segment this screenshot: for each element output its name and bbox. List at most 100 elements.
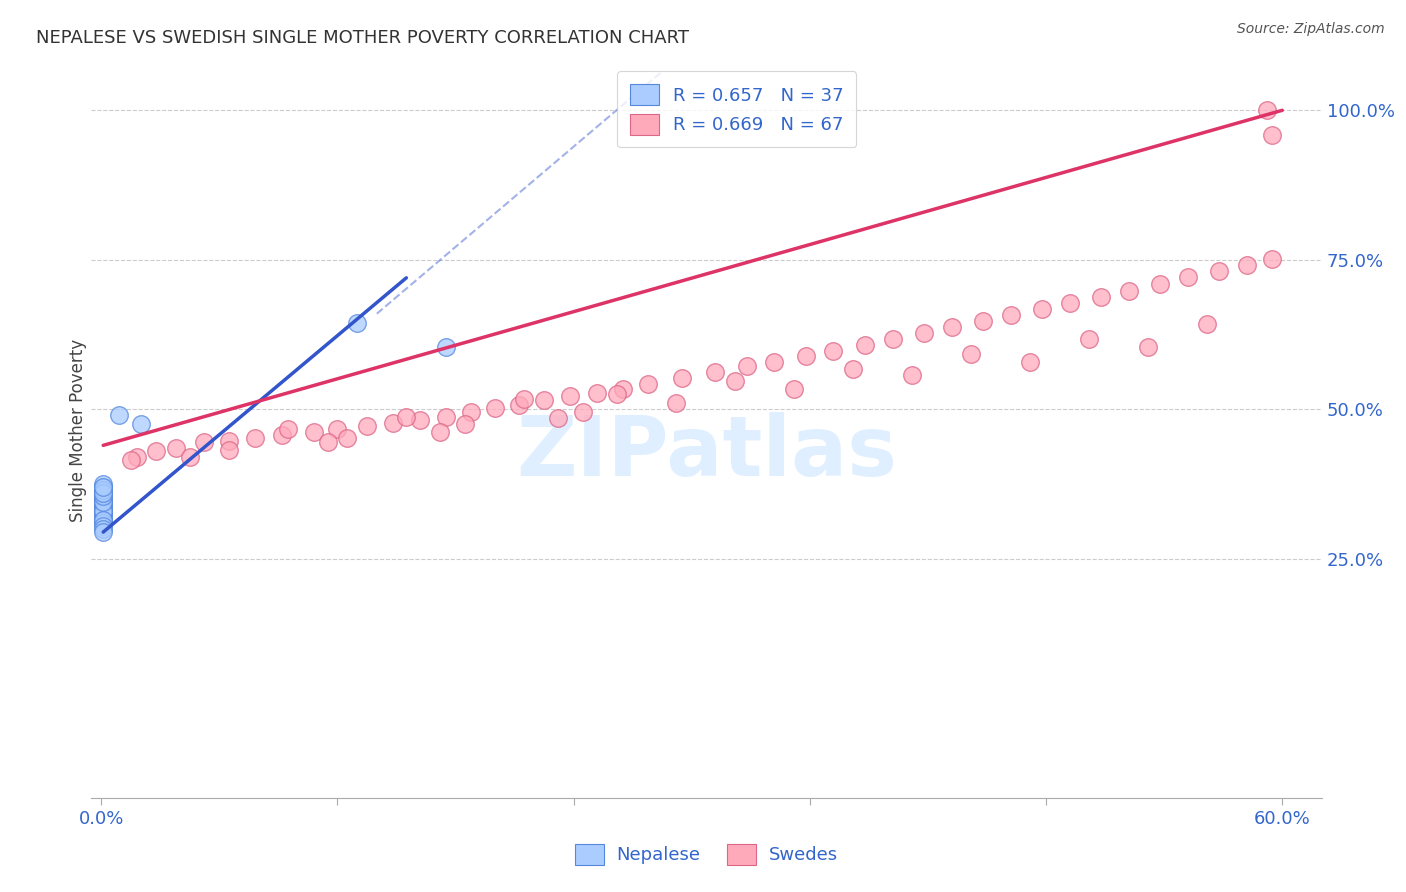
Point xyxy=(882,332,904,346)
Point xyxy=(508,398,530,412)
Point xyxy=(91,486,114,500)
Point xyxy=(1059,296,1081,310)
Point xyxy=(842,361,865,376)
Point xyxy=(434,340,457,354)
Point xyxy=(558,389,581,403)
Point xyxy=(704,365,727,379)
Point xyxy=(960,347,983,361)
Point xyxy=(941,319,963,334)
Point xyxy=(91,477,114,491)
Point xyxy=(316,435,339,450)
Point xyxy=(409,413,432,427)
Point xyxy=(484,401,506,416)
Point xyxy=(145,444,167,458)
Point xyxy=(434,409,457,424)
Point xyxy=(901,368,924,382)
Point xyxy=(1261,252,1284,266)
Point xyxy=(91,486,114,500)
Point xyxy=(1031,301,1053,316)
Point xyxy=(665,396,688,410)
Point xyxy=(783,382,806,396)
Point xyxy=(1137,340,1160,354)
Point xyxy=(91,495,114,509)
Point xyxy=(1256,103,1278,118)
Point xyxy=(724,374,747,388)
Point xyxy=(454,417,477,432)
Point xyxy=(165,442,187,456)
Point xyxy=(735,359,758,374)
Point xyxy=(1261,128,1284,143)
Point xyxy=(513,392,536,406)
Point xyxy=(356,419,378,434)
Point xyxy=(381,416,404,430)
Point xyxy=(572,405,595,419)
Point xyxy=(91,504,114,518)
Text: ZIPatlas: ZIPatlas xyxy=(516,412,897,493)
Point xyxy=(120,453,142,467)
Point xyxy=(179,450,201,465)
Point xyxy=(91,498,114,512)
Point xyxy=(91,501,114,516)
Point xyxy=(125,450,148,465)
Point xyxy=(1208,263,1230,277)
Point xyxy=(129,417,152,432)
Point xyxy=(91,507,114,521)
Point xyxy=(1090,290,1112,304)
Point xyxy=(823,343,845,358)
Y-axis label: Single Mother Poverty: Single Mother Poverty xyxy=(69,339,87,522)
Point xyxy=(91,492,114,507)
Point xyxy=(460,405,482,419)
Point xyxy=(91,516,114,530)
Point xyxy=(91,486,114,500)
Point xyxy=(108,409,131,423)
Point xyxy=(1078,332,1101,346)
Point xyxy=(271,427,294,442)
Point xyxy=(91,489,114,503)
Point xyxy=(91,480,114,494)
Point xyxy=(193,435,215,450)
Point xyxy=(91,489,114,503)
Point xyxy=(302,425,325,440)
Point xyxy=(91,513,114,527)
Point xyxy=(612,382,634,396)
Point xyxy=(91,513,114,527)
Point xyxy=(336,431,359,445)
Point xyxy=(91,510,114,524)
Point xyxy=(91,483,114,498)
Point xyxy=(91,495,114,509)
Point xyxy=(91,501,114,516)
Point xyxy=(346,316,368,330)
Legend: Nepalese, Swedes: Nepalese, Swedes xyxy=(565,835,848,874)
Point xyxy=(547,411,569,425)
Point xyxy=(1019,354,1042,368)
Point xyxy=(91,489,114,503)
Point xyxy=(1000,308,1022,322)
Point xyxy=(91,486,114,500)
Point xyxy=(429,425,451,440)
Point xyxy=(912,326,935,340)
Point xyxy=(972,314,994,328)
Point xyxy=(91,504,114,518)
Point xyxy=(671,371,693,385)
Point xyxy=(533,393,555,408)
Point xyxy=(794,349,817,363)
Point xyxy=(586,385,609,400)
Point xyxy=(606,387,628,401)
Point xyxy=(1236,258,1258,272)
Point xyxy=(1118,284,1140,298)
Point xyxy=(91,522,114,536)
Point xyxy=(277,421,299,435)
Text: Source: ZipAtlas.com: Source: ZipAtlas.com xyxy=(1237,22,1385,37)
Point xyxy=(326,421,349,435)
Point xyxy=(1177,269,1199,284)
Text: NEPALESE VS SWEDISH SINGLE MOTHER POVERTY CORRELATION CHART: NEPALESE VS SWEDISH SINGLE MOTHER POVERT… xyxy=(37,29,689,47)
Point xyxy=(91,525,114,540)
Point xyxy=(218,434,240,448)
Point xyxy=(853,338,876,352)
Point xyxy=(91,492,114,507)
Point xyxy=(243,431,266,445)
Point xyxy=(637,377,659,392)
Point xyxy=(91,498,114,512)
Point xyxy=(91,498,114,512)
Point xyxy=(91,507,114,521)
